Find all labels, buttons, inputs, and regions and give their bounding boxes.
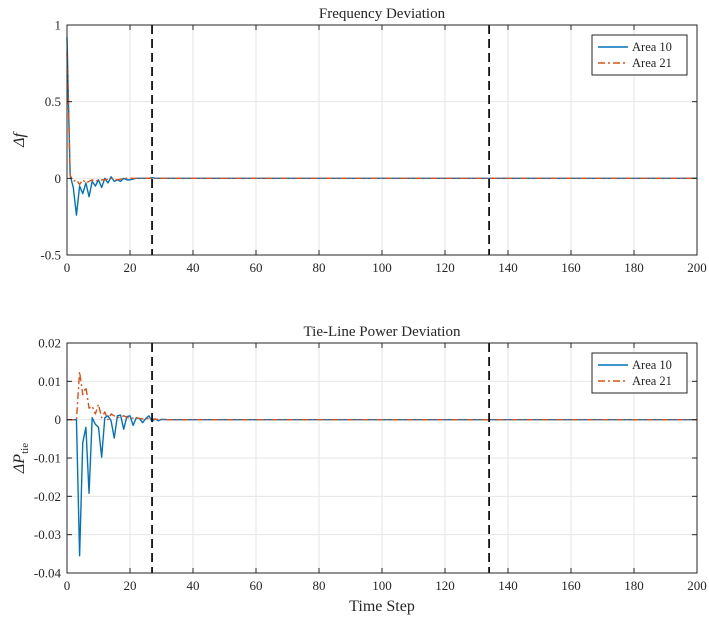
- y-tick-label: -0.5: [40, 248, 61, 263]
- series-line-area-21: [67, 371, 697, 421]
- legend-box: [591, 34, 688, 76]
- y-tick-label: 0.02: [38, 336, 61, 351]
- y-axis-label-main: Δf: [11, 131, 28, 148]
- x-tick-label: 100: [372, 578, 392, 593]
- x-tick-label: 80: [313, 260, 326, 275]
- y-tick-label: -0.01: [34, 451, 61, 466]
- x-tick-label: 60: [250, 578, 263, 593]
- x-tick-label: 100: [372, 260, 392, 275]
- x-tick-label: 60: [250, 260, 263, 275]
- chart-panel-1: 0 20 40 60 80 100 120 140 160 180 200-0.500.51Freq…: [11, 6, 707, 275]
- x-tick-label: 120: [435, 578, 455, 593]
- y-axis-label: ΔPtie: [11, 443, 31, 474]
- legend: Area 10 Area 21: [591, 34, 688, 76]
- chart-title: Frequency Deviation: [319, 6, 446, 22]
- x-tick-label: 140: [498, 260, 518, 275]
- x-tick-label: 200: [687, 578, 707, 593]
- y-axis-label-subscript: tie: [19, 443, 31, 454]
- y-tick-label: -0.02: [34, 489, 61, 504]
- y-tick-label: 1: [55, 18, 62, 33]
- x-tick-label: 200: [687, 260, 707, 275]
- x-tick-label: 180: [624, 260, 644, 275]
- y-tick-label: -0.03: [34, 527, 61, 542]
- x-tick-label: 160: [561, 260, 581, 275]
- y-axis-label-main: ΔP: [11, 454, 28, 474]
- x-tick-label: 180: [624, 578, 644, 593]
- y-tick-label: 0: [55, 412, 62, 427]
- x-tick-label: 0: [64, 578, 71, 593]
- x-tick-label: 160: [561, 578, 581, 593]
- x-axis-label: Time Step: [349, 598, 415, 615]
- x-tick-label: 20: [124, 578, 137, 593]
- legend-label: Area 10: [632, 40, 672, 54]
- x-tick-label: 0: [64, 260, 71, 275]
- legend-label: Area 21: [632, 56, 672, 70]
- legend-label: Area 10: [632, 358, 672, 372]
- y-tick-label: 0.5: [45, 94, 61, 109]
- y-axis-label: Δf: [11, 131, 28, 148]
- legend: Area 10 Area 21: [591, 352, 688, 394]
- legend-label: Area 21: [632, 374, 672, 388]
- x-tick-label: 140: [498, 578, 518, 593]
- x-tick-label: 40: [187, 578, 200, 593]
- x-tick-label: 40: [187, 260, 200, 275]
- y-tick-label: 0: [55, 171, 62, 186]
- y-tick-label: -0.04: [34, 566, 62, 581]
- y-tick-label: 0.01: [38, 374, 61, 389]
- x-tick-label: 120: [435, 260, 455, 275]
- x-tick-label: 80: [313, 578, 326, 593]
- legend-box: [591, 352, 688, 394]
- chart-title: Tie-Line Power Deviation: [304, 324, 461, 340]
- x-tick-label: 20: [124, 260, 137, 275]
- chart-panel-2: 0 20 40 60 80 100 120 140 160 180 200 -0.04 -0.03 -0.…: [11, 324, 707, 615]
